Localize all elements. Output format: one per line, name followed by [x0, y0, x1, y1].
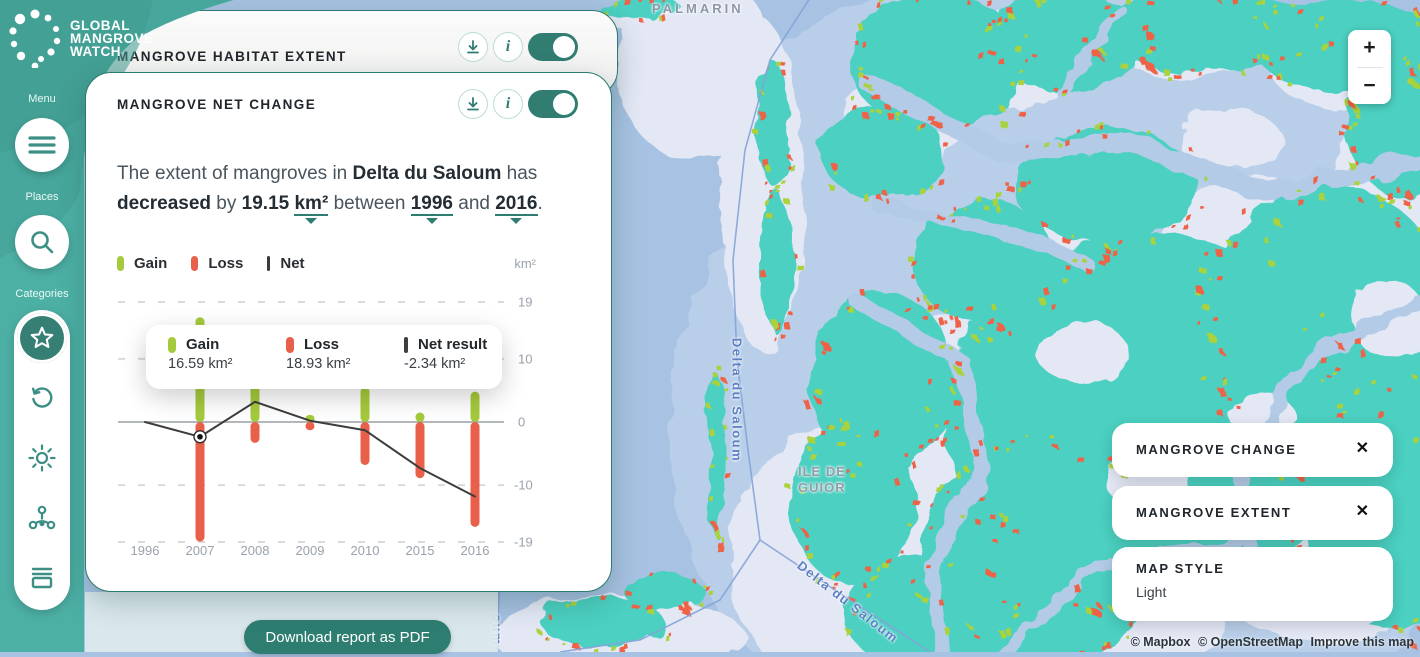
- chart-tooltip: Gain 16.59 km² Loss 18.93 km² Net result…: [146, 325, 502, 389]
- category-policy-button[interactable]: [16, 552, 68, 604]
- widget-mangrove-extent: MANGROVE EXTENT ✕: [1112, 486, 1393, 540]
- places-section-label: Places: [0, 191, 84, 203]
- tooltip-gain-value: 16.59 km²: [168, 356, 260, 372]
- info-icon[interactable]: i: [493, 89, 523, 119]
- svg-text:-19: -19: [514, 535, 533, 550]
- download-icon[interactable]: [458, 32, 488, 62]
- sun-icon: [28, 444, 56, 472]
- tooltip-gain-label: Gain: [186, 336, 219, 353]
- mapbox-link[interactable]: © Mapbox: [1131, 635, 1191, 649]
- svg-text:2008: 2008: [241, 543, 270, 558]
- tooltip-net-value: -2.34 km²: [404, 356, 496, 372]
- layer-toggle[interactable]: [528, 33, 578, 61]
- widget-title: MAP STYLE: [1136, 561, 1225, 576]
- map-label-ile-de-guior: ILE DE GUIOR: [798, 464, 862, 496]
- loss-tooltip-icon: [286, 337, 294, 353]
- places-search-button[interactable]: [15, 215, 69, 269]
- download-icon[interactable]: [458, 89, 488, 119]
- loss-legend-label: Loss: [208, 255, 243, 272]
- trend-verb: decreased: [117, 193, 211, 214]
- category-climate-button[interactable]: [16, 432, 68, 484]
- map-label-palmarin: PALMARIN: [652, 1, 744, 16]
- widget-map-style: MAP STYLE Light: [1112, 547, 1393, 621]
- categories-section-label: Categories: [0, 288, 84, 300]
- osm-link[interactable]: © OpenStreetMap: [1198, 635, 1303, 649]
- unit-dropdown[interactable]: km²: [294, 193, 328, 216]
- change-amount: 19.15: [242, 193, 290, 214]
- tooltip-net-label: Net result: [418, 336, 487, 353]
- svg-text:-10: -10: [514, 478, 533, 493]
- history-icon: [29, 385, 55, 411]
- net-legend-icon: [267, 256, 270, 271]
- chart-legend: Gain Loss Net: [117, 255, 319, 272]
- archive-icon: [29, 566, 55, 590]
- menu-button[interactable]: [15, 118, 69, 172]
- svg-text:19: 19: [518, 294, 532, 309]
- category-restoration-button[interactable]: [16, 372, 68, 424]
- summary-sentence: The extent of mangroves in Delta du Salo…: [117, 159, 587, 219]
- loss-legend-icon: [191, 256, 198, 271]
- svg-text:2016: 2016: [461, 543, 490, 558]
- hamburger-icon: [28, 135, 56, 155]
- gain-legend-label: Gain: [134, 255, 167, 272]
- widget-title: MANGROVE CHANGE: [1136, 442, 1297, 457]
- close-icon[interactable]: ✕: [1356, 504, 1369, 520]
- info-icon[interactable]: i: [493, 32, 523, 62]
- map-attribution: © Mapbox © OpenStreetMap Improve this ma…: [1127, 635, 1414, 649]
- svg-text:2015: 2015: [406, 543, 435, 558]
- download-report-pdf-button[interactable]: Download report as PDF: [244, 620, 451, 654]
- panel-mangrove-net-change: MANGROVE NET CHANGE i The extent of mang…: [85, 72, 612, 592]
- net-legend-label: Net: [280, 255, 304, 272]
- toggle-knob: [553, 36, 575, 58]
- gain-tooltip-icon: [168, 337, 176, 353]
- improve-map-link[interactable]: Improve this map: [1311, 635, 1415, 649]
- star-icon: [29, 325, 55, 351]
- categories-pill: [14, 310, 70, 610]
- svg-text:2009: 2009: [296, 543, 325, 558]
- logo-dots-icon: [8, 8, 62, 68]
- zoom-out-button[interactable]: −: [1348, 67, 1391, 104]
- svg-text:1996: 1996: [131, 543, 160, 558]
- widget-title: MANGROVE EXTENT: [1136, 505, 1291, 520]
- map-style-selected-label: Light: [1112, 576, 1393, 600]
- network-icon: [28, 505, 56, 531]
- map-zoom-control: + −: [1348, 30, 1391, 104]
- toggle-knob: [553, 93, 575, 115]
- gain-legend-icon: [117, 256, 124, 271]
- end-year-dropdown[interactable]: 2016: [495, 193, 537, 216]
- tooltip-loss-value: 18.93 km²: [286, 356, 378, 372]
- start-year-dropdown[interactable]: 1996: [411, 193, 453, 216]
- category-ecosystem-button[interactable]: [16, 492, 68, 544]
- layer-toggle[interactable]: [528, 90, 578, 118]
- widget-mangrove-change: MANGROVE CHANGE ✕: [1112, 423, 1393, 477]
- map-label-delta-du-saloum: Delta du Saloum: [730, 338, 745, 462]
- net-tooltip-icon: [404, 337, 408, 353]
- tooltip-loss-label: Loss: [304, 336, 339, 353]
- menu-section-label: Menu: [0, 93, 84, 105]
- location-name: Delta du Saloum: [353, 163, 502, 184]
- y-axis-unit-label: km²: [514, 256, 536, 271]
- close-icon[interactable]: ✕: [1356, 441, 1369, 457]
- svg-text:10: 10: [518, 351, 532, 366]
- search-icon: [29, 229, 55, 255]
- zoom-in-button[interactable]: +: [1348, 30, 1391, 67]
- svg-text:2010: 2010: [351, 543, 380, 558]
- category-featured-button[interactable]: [17, 313, 67, 363]
- svg-text:0: 0: [518, 415, 525, 430]
- svg-text:2007: 2007: [186, 543, 215, 558]
- panel-title: MANGROVE NET CHANGE: [117, 97, 316, 112]
